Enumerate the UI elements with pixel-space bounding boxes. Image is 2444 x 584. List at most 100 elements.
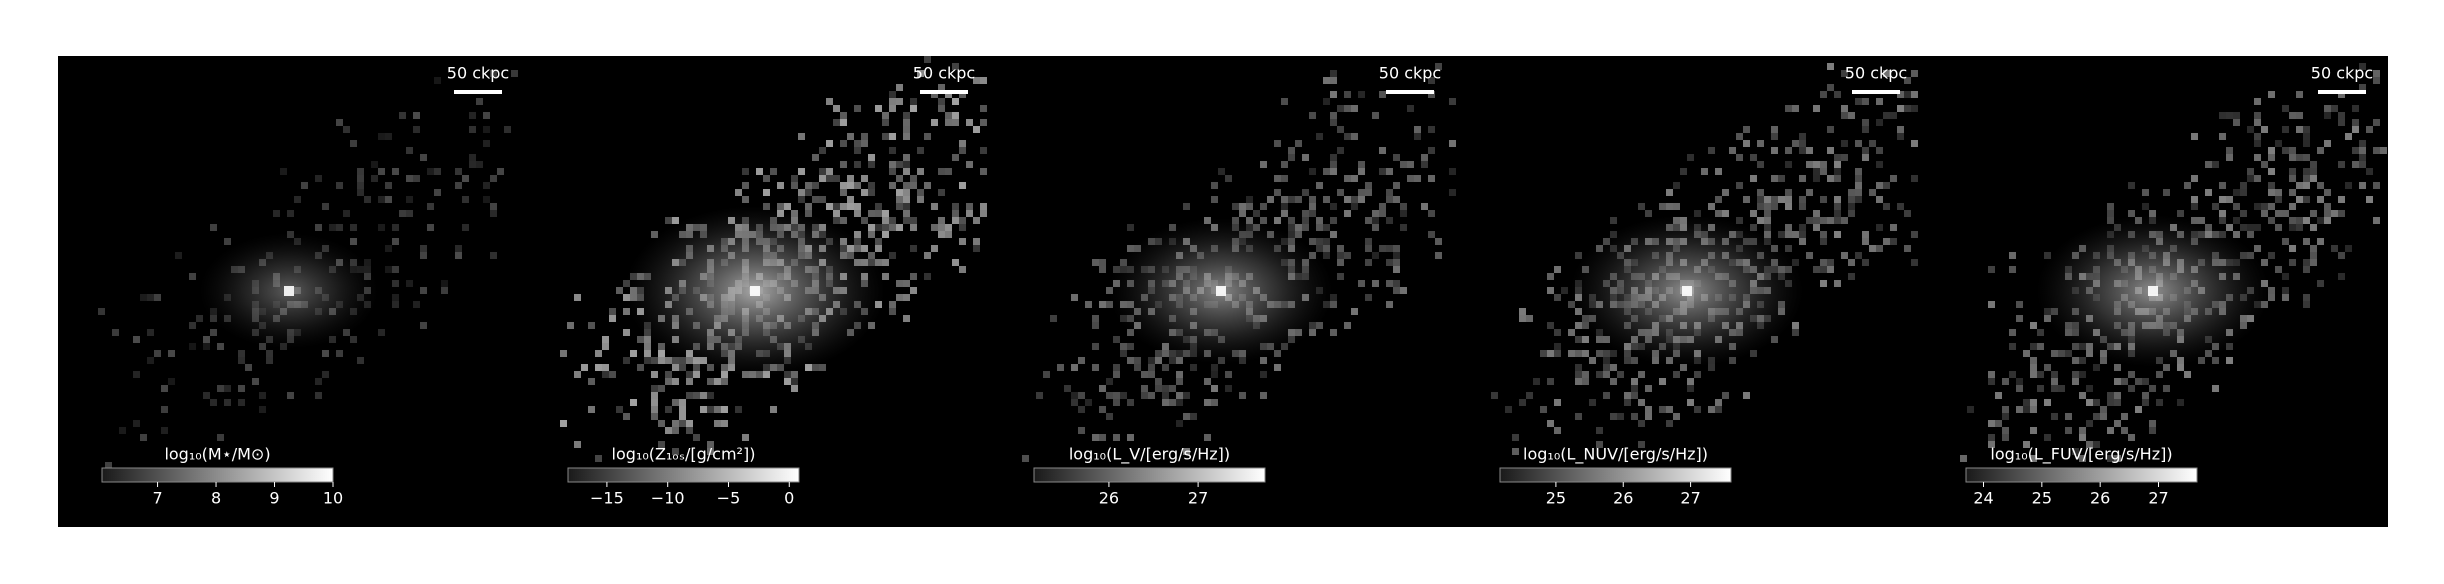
colorbar xyxy=(567,467,800,483)
pixel xyxy=(2289,259,2296,266)
pixel xyxy=(1610,364,1617,371)
pixel xyxy=(868,231,875,238)
pixel xyxy=(1841,70,1848,77)
pixel xyxy=(2016,385,2023,392)
pixel xyxy=(2065,350,2072,357)
pixel xyxy=(1995,392,2002,399)
pixel xyxy=(2233,203,2240,210)
pixel xyxy=(1365,182,1372,189)
pixel xyxy=(413,112,420,119)
pixel xyxy=(1603,364,1610,371)
pixel xyxy=(1715,406,1722,413)
pixel xyxy=(1785,203,1792,210)
pixel xyxy=(2289,112,2296,119)
pixel xyxy=(1421,203,1428,210)
pixel xyxy=(2310,175,2317,182)
pixel xyxy=(2030,406,2037,413)
pixel xyxy=(882,273,889,280)
pixel xyxy=(630,350,637,357)
pixel xyxy=(1820,91,1827,98)
pixel xyxy=(1344,105,1351,112)
pixel xyxy=(1337,252,1344,259)
pixel xyxy=(189,322,196,329)
colorbar-tick-label: 0 xyxy=(784,489,794,508)
pixel xyxy=(1603,350,1610,357)
pixel xyxy=(560,350,567,357)
pixel xyxy=(2303,154,2310,161)
pixel xyxy=(1834,161,1841,168)
pixel xyxy=(1323,238,1330,245)
pixel xyxy=(616,406,623,413)
pixel xyxy=(973,238,980,245)
pixel xyxy=(2086,399,2093,406)
pixel xyxy=(2156,399,2163,406)
pixel xyxy=(1764,231,1771,238)
pixel xyxy=(2338,91,2345,98)
pixel xyxy=(1337,259,1344,266)
pixel xyxy=(980,168,987,175)
pixel xyxy=(1435,238,1442,245)
pixel xyxy=(2212,161,2219,168)
pixel xyxy=(1239,203,1246,210)
pixel xyxy=(2317,238,2324,245)
pixel xyxy=(1120,392,1127,399)
pixel xyxy=(1589,399,1596,406)
pixel xyxy=(483,196,490,203)
pixel xyxy=(665,371,672,378)
pixel xyxy=(1680,168,1687,175)
pixel xyxy=(399,210,406,217)
pixel xyxy=(686,420,693,427)
pixel xyxy=(1155,378,1162,385)
pixel xyxy=(2030,399,2037,406)
pixel xyxy=(1603,392,1610,399)
pixel xyxy=(2226,196,2233,203)
pixel xyxy=(2303,175,2310,182)
pixel xyxy=(1309,238,1316,245)
pixel xyxy=(1834,196,1841,203)
pixel xyxy=(1834,91,1841,98)
pixel xyxy=(2247,224,2254,231)
pixel xyxy=(1708,203,1715,210)
pixel xyxy=(1281,175,1288,182)
pixel xyxy=(2268,189,2275,196)
pixel xyxy=(2009,266,2016,273)
pixel xyxy=(924,182,931,189)
pixel xyxy=(651,399,658,406)
pixel xyxy=(1911,70,1918,77)
pixel xyxy=(1260,357,1267,364)
pixel xyxy=(1911,140,1918,147)
pixel xyxy=(2289,217,2296,224)
pixel xyxy=(1862,259,1869,266)
pixel xyxy=(2044,434,2051,441)
pixel xyxy=(763,175,770,182)
pixel xyxy=(721,378,728,385)
pixel xyxy=(2254,245,2261,252)
pixel xyxy=(1386,196,1393,203)
pixel xyxy=(707,378,714,385)
pixel xyxy=(1295,140,1302,147)
pixel xyxy=(1295,231,1302,238)
pixel xyxy=(1183,413,1190,420)
pixel xyxy=(1820,259,1827,266)
pixel xyxy=(889,224,896,231)
pixel xyxy=(1232,203,1239,210)
pixel xyxy=(980,77,987,84)
pixel xyxy=(1309,112,1316,119)
pixel xyxy=(1827,217,1834,224)
pixel xyxy=(1848,112,1855,119)
pixel xyxy=(861,217,868,224)
pixel xyxy=(1365,189,1372,196)
pixel xyxy=(2037,343,2044,350)
pixel xyxy=(1246,196,1253,203)
pixel xyxy=(315,175,322,182)
pixel xyxy=(2282,238,2289,245)
pixel xyxy=(315,378,322,385)
pixel xyxy=(1351,203,1358,210)
pixel xyxy=(2261,259,2268,266)
pixel xyxy=(2226,224,2233,231)
pixel xyxy=(196,315,203,322)
pixel xyxy=(2219,182,2226,189)
pixel xyxy=(1393,196,1400,203)
pixel xyxy=(2226,112,2233,119)
pixel xyxy=(910,105,917,112)
